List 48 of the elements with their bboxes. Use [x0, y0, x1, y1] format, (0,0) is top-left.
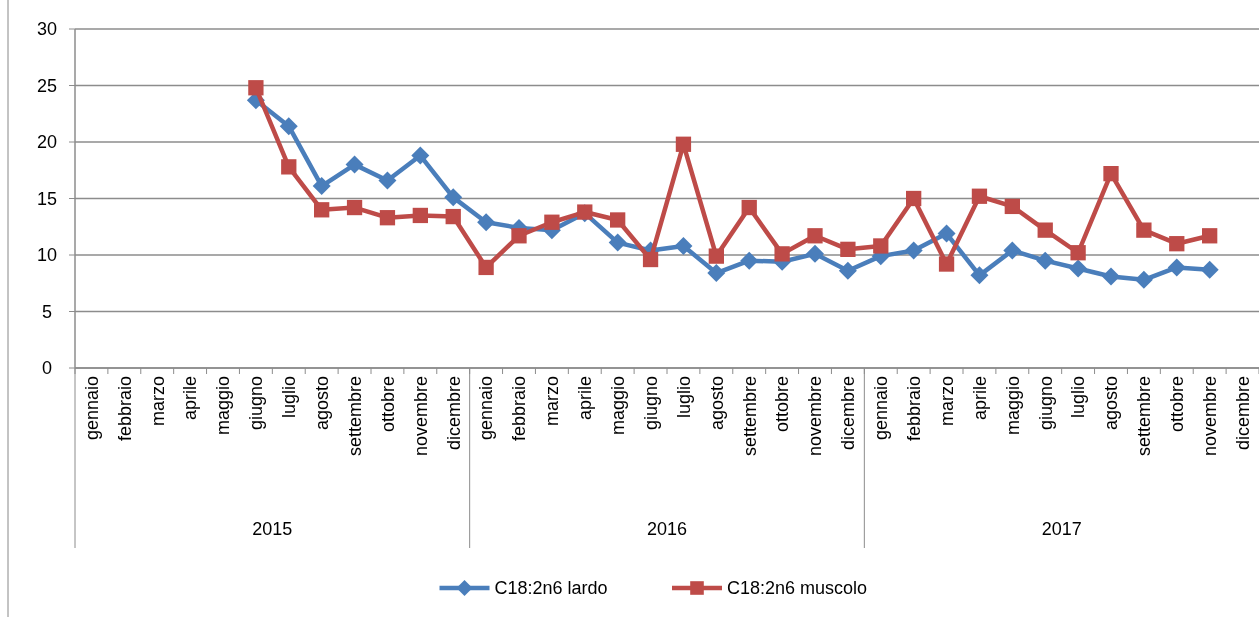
x-tick-label: aprile — [575, 376, 596, 421]
x-tick-label: novembre — [805, 376, 826, 457]
x-tick-label: gennaio — [476, 376, 497, 441]
x-tick-label: gennaio — [81, 376, 102, 441]
text: 2017 — [1041, 519, 1082, 539]
x-tick-label: aprile — [180, 376, 201, 421]
x-tick-label: gennaio — [871, 376, 892, 441]
y-tick-label: 25 — [36, 75, 58, 96]
x-tick-label: dicembre — [443, 376, 464, 451]
x-tick-label: febbraio — [903, 376, 924, 442]
x-tick-label: dicembre — [838, 376, 859, 451]
x-tick-label: ottobre — [1167, 376, 1188, 433]
text: 2016 — [646, 519, 688, 539]
x-tick-label: agosto — [1101, 376, 1122, 431]
x-tick-label: dicembre — [1232, 376, 1253, 451]
x-tick-label: luglio — [1068, 376, 1089, 419]
x-tick-label: marzo — [542, 376, 563, 427]
x-tick-label: maggio — [213, 376, 234, 436]
x-tick-label: febbraio — [509, 376, 530, 442]
text: 2015 — [252, 519, 293, 539]
x-tick-label: aprile — [969, 376, 990, 421]
x-tick-label: settembre — [1134, 376, 1155, 457]
y-tick-label: 0 — [41, 358, 53, 379]
x-tick-label: marzo — [147, 376, 168, 427]
y-tick-label: 5 — [41, 301, 53, 322]
x-tick-label: giugno — [640, 376, 661, 431]
x-tick-label: febbraio — [114, 376, 135, 442]
x-tick-label: giugno — [246, 376, 267, 431]
x-tick-label: marzo — [936, 376, 957, 427]
legend-label: C18:2n6 muscolo — [727, 578, 868, 599]
x-tick-label: luglio — [279, 376, 300, 419]
y-tick-label: 20 — [36, 132, 58, 153]
y-tick-label: 15 — [36, 188, 58, 209]
x-tick-label: agosto — [311, 376, 332, 431]
y-tick-label: 30 — [36, 19, 58, 40]
x-tick-label: novembre — [410, 376, 431, 457]
x-tick-label: ottobre — [772, 376, 793, 433]
x-tick-label: agosto — [706, 376, 727, 431]
x-tick-label: giugno — [1035, 376, 1056, 431]
x-tick-label: settembre — [739, 376, 760, 457]
x-tick-label: luglio — [673, 376, 694, 419]
y-tick-label: 10 — [36, 245, 58, 266]
x-tick-label: ottobre — [377, 376, 398, 433]
x-tick-label: maggio — [1002, 376, 1023, 436]
x-tick-label: settembre — [344, 376, 365, 457]
x-tick-label: novembre — [1199, 376, 1220, 457]
x-tick-label: maggio — [607, 376, 628, 436]
legend-label: C18:2n6 lardo — [494, 578, 608, 599]
